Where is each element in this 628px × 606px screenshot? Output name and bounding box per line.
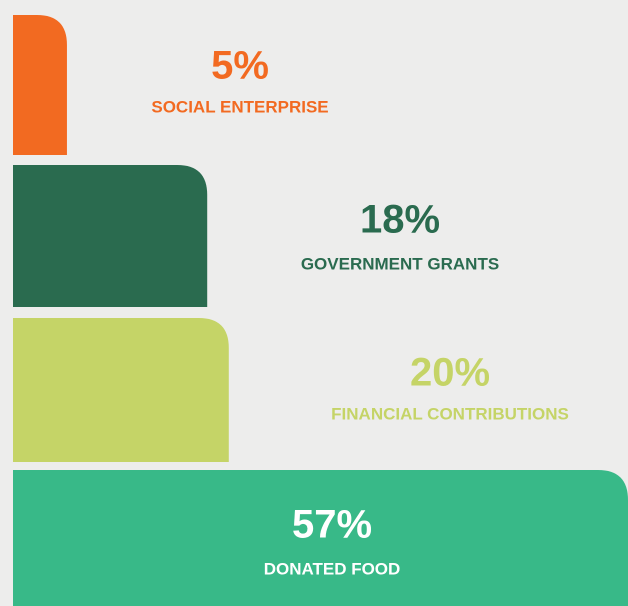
category-label: DONATED FOOD xyxy=(264,559,401,578)
category-label: SOCIAL ENTERPRISE xyxy=(151,97,328,116)
bar xyxy=(13,470,628,606)
category-label: GOVERNMENT GRANTS xyxy=(301,254,499,273)
value-label: 20% xyxy=(410,351,490,395)
category-label: FINANCIAL CONTRIBUTIONS xyxy=(331,404,569,423)
bar xyxy=(13,15,67,155)
value-label: 57% xyxy=(292,503,372,547)
value-label: 5% xyxy=(211,44,269,88)
bar xyxy=(13,165,208,307)
bar xyxy=(13,318,229,462)
value-label: 18% xyxy=(360,198,440,242)
